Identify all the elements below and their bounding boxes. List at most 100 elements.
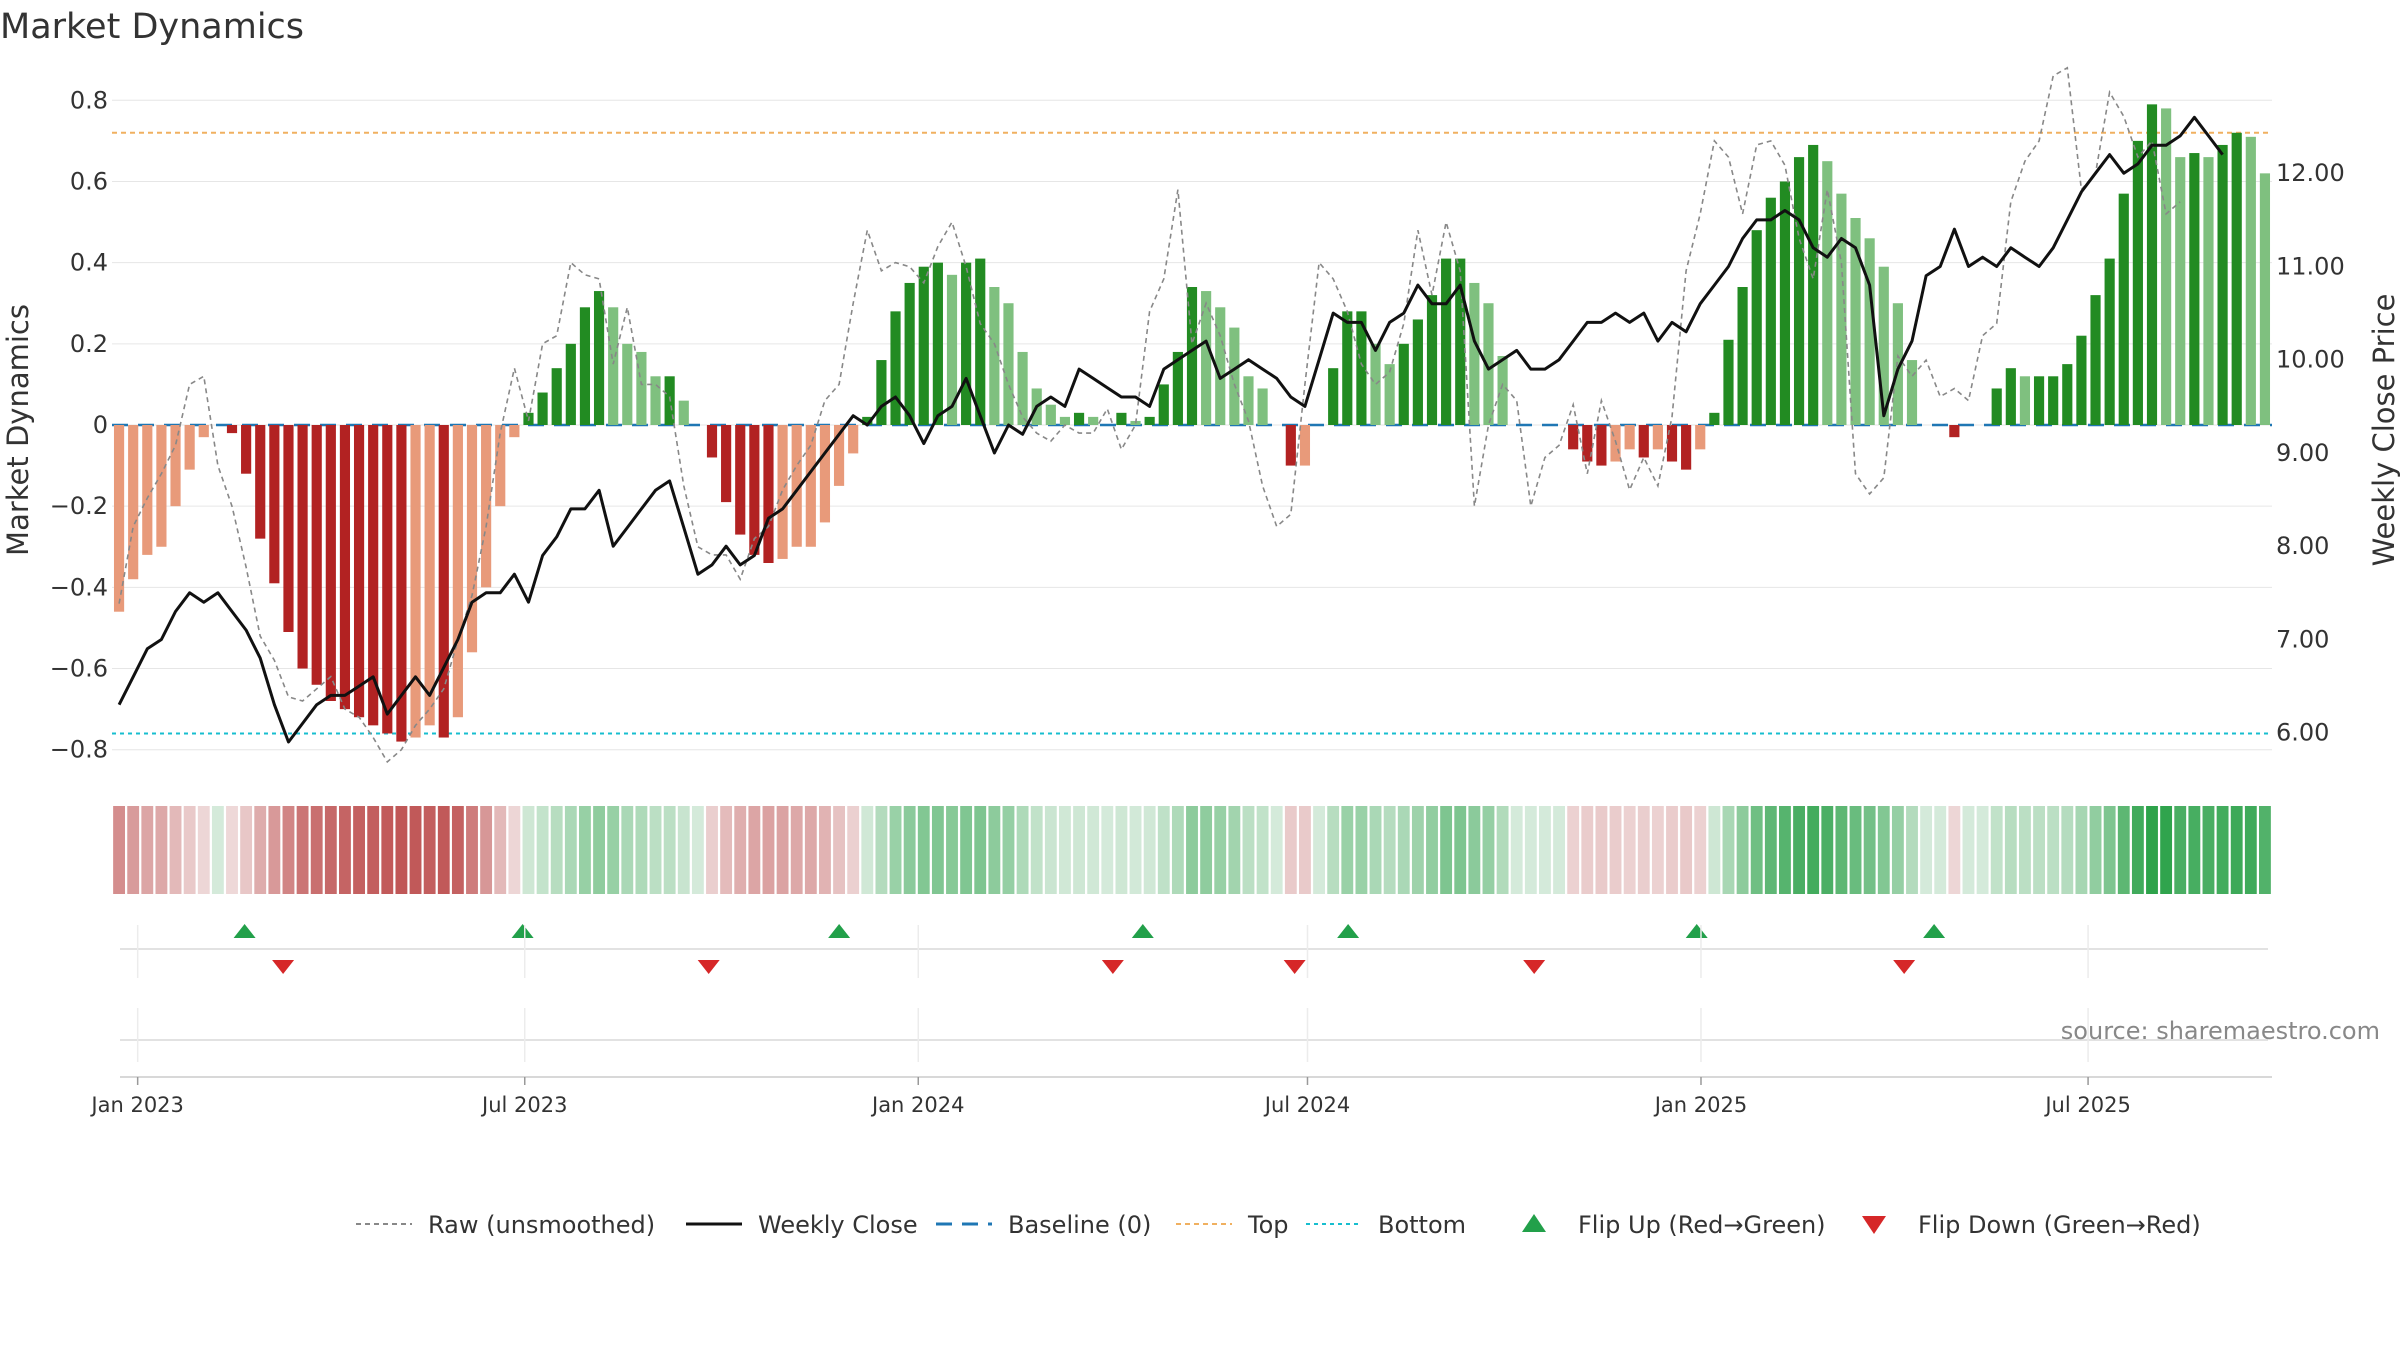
legend-label: Flip Up (Red→Green) — [1578, 1211, 1826, 1239]
regime-cell — [1073, 806, 1085, 894]
dynamics-bar — [1299, 425, 1311, 466]
regime-cell — [2061, 806, 2074, 894]
regime-cell — [1595, 806, 1608, 894]
regime-cell — [819, 806, 831, 894]
dynamics-bar — [1723, 339, 1734, 425]
regime-cell — [1426, 806, 1438, 894]
close-line — [117, 115, 2224, 744]
regime-cell — [1637, 806, 1650, 894]
dynamics-bar — [763, 425, 774, 563]
left-tick-label: −0.6 — [50, 655, 108, 683]
left-tick-label: −0.8 — [50, 736, 108, 764]
dynamics-bar — [650, 376, 661, 425]
regime-cell — [254, 806, 267, 894]
regime-cell — [1242, 806, 1255, 894]
regime-cell — [1835, 806, 1848, 894]
left-tick-label: −0.4 — [50, 573, 108, 601]
dynamics-bar — [368, 425, 379, 726]
dynamics-bar — [1088, 416, 1099, 425]
chart-title: Market Dynamics — [0, 7, 304, 47]
regime-cell — [1228, 806, 1241, 894]
dynamics-bar — [184, 425, 195, 470]
flip-down-marker — [1283, 960, 1306, 974]
regime-cell — [988, 806, 1001, 894]
legend-item-top: Top — [1176, 1211, 1289, 1239]
regime-cell — [2117, 806, 2130, 894]
regime-cell — [2047, 806, 2060, 894]
regime-cell — [1157, 806, 1170, 894]
x-tick-label: Jan 2024 — [870, 1093, 965, 1117]
regime-cell — [1115, 806, 1128, 894]
legend-label: Baseline (0) — [1008, 1211, 1151, 1239]
regime-cell — [1891, 806, 1904, 894]
dynamics-bar — [1017, 351, 1028, 425]
dynamics-bar — [1666, 425, 1678, 462]
dynamics-bar — [1116, 412, 1127, 425]
dynamics-bar — [890, 311, 901, 425]
regime-cell — [635, 806, 648, 894]
x-tick-label: Jan 2023 — [89, 1093, 184, 1117]
regime-cell — [1059, 806, 1071, 894]
regime-cell — [889, 806, 902, 894]
regime-cell — [677, 806, 690, 894]
regime-cell — [974, 806, 987, 894]
dynamics-bar — [382, 425, 393, 734]
dynamics-bar — [2104, 258, 2115, 425]
regime-cell — [1623, 806, 1636, 894]
regime-cell — [748, 806, 761, 894]
dynamics-bar — [819, 425, 831, 523]
dynamics-bar — [1892, 303, 1903, 425]
dynamics-bar — [904, 282, 915, 425]
raw-series — [118, 66, 2181, 764]
dynamics-bar — [1144, 416, 1155, 425]
flip-markers — [120, 924, 2268, 978]
regime-cell — [1397, 806, 1410, 894]
regime-cell — [155, 806, 168, 894]
regime-cell — [1708, 806, 1721, 894]
flip-up-marker — [1337, 924, 1360, 938]
legend-label: Weekly Close — [758, 1211, 918, 1239]
regime-cell — [903, 806, 916, 894]
regime-cell — [1355, 806, 1368, 894]
regime-cell — [2230, 806, 2243, 894]
regime-cell — [579, 806, 591, 894]
dynamics-bar — [1793, 157, 1805, 425]
regime-cell — [1186, 806, 1198, 894]
dynamics-bar — [1328, 368, 1339, 425]
dynamics-bar — [1991, 388, 2002, 425]
dynamics-bar — [1229, 327, 1240, 425]
regime-cell — [1764, 806, 1777, 894]
regime-cell — [1920, 806, 1933, 894]
regime-cell — [2004, 806, 2017, 894]
regime-cell — [762, 806, 775, 894]
dynamics-bar — [1497, 356, 1508, 425]
source-credit: source: sharemaestro.com — [2061, 1017, 2380, 1045]
dynamics-bar — [2033, 376, 2045, 425]
regime-cell — [1722, 806, 1735, 894]
dynamics-bar — [2146, 104, 2158, 426]
flip-up-marker — [233, 924, 256, 938]
dynamics-bar — [1582, 425, 1593, 462]
dynamics-bar — [1652, 425, 1663, 450]
dynamics-bar — [1836, 193, 1847, 425]
regime-cell — [663, 806, 676, 894]
regime-cell — [2160, 806, 2173, 894]
left-axis-ticks: 0.8 0.6 0.4 0.2 0 −0.2 −0.4 −0.6 −0.8 — [50, 86, 108, 763]
raw-line — [118, 66, 2181, 764]
dynamics-bar — [862, 416, 873, 425]
dynamics-bar — [198, 425, 209, 438]
dynamics-bar — [1596, 425, 1607, 466]
dynamics-bar — [1059, 416, 1071, 425]
legend-item-baseline: Baseline (0) — [936, 1211, 1151, 1239]
dynamics-bar — [353, 425, 365, 718]
dynamics-bar — [1441, 258, 1452, 425]
legend-label: Top — [1247, 1211, 1289, 1239]
x-tick-label: Jul 2025 — [2043, 1093, 2130, 1117]
regime-cell — [1468, 806, 1481, 894]
regime-cell — [1510, 806, 1523, 894]
regime-cell — [1341, 806, 1354, 894]
right-tick-label: 7.00 — [2276, 625, 2329, 653]
dynamics-bar — [1864, 238, 1875, 425]
regime-cell — [861, 806, 874, 894]
left-tick-label: 0 — [93, 411, 108, 439]
